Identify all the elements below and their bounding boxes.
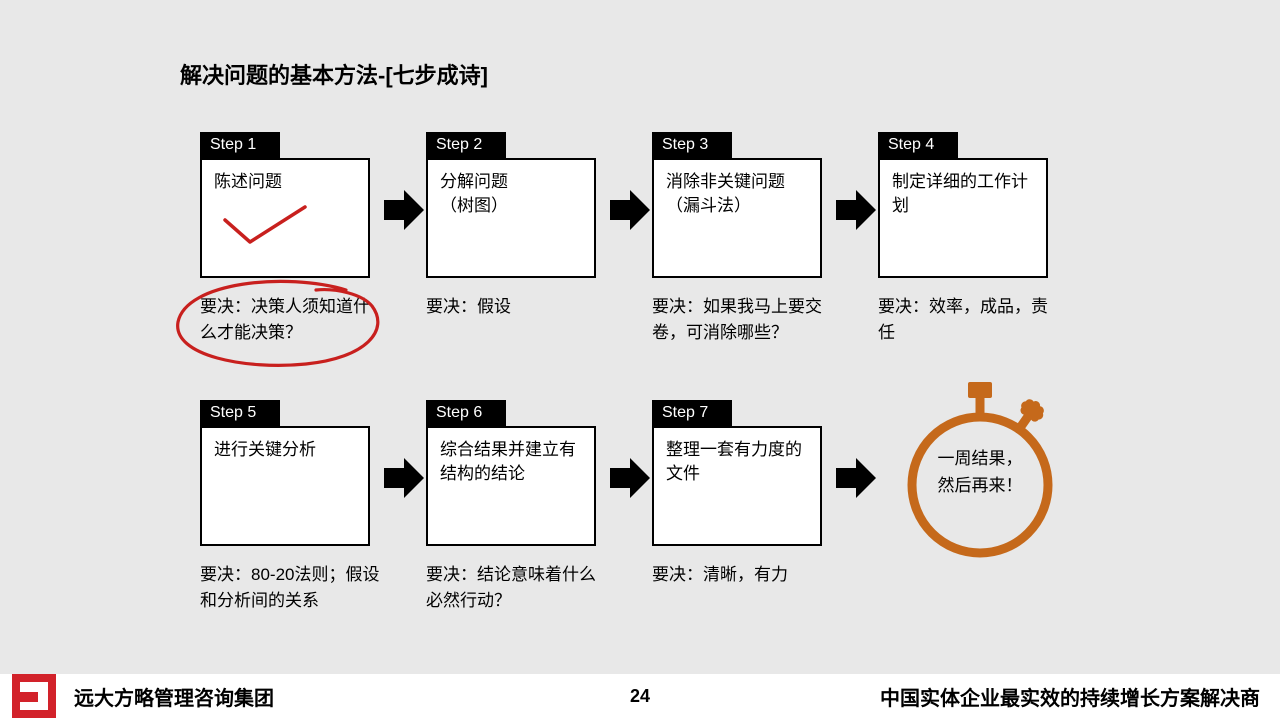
step-body: 陈述问题 [214, 172, 282, 191]
step-box: 进行关键分析 [200, 426, 370, 546]
step-body: 综合结果并建立有结构的结论 [440, 440, 576, 483]
step-box: 分解问题 （树图） [426, 158, 596, 278]
step-1: Step 1 陈述问题 要决：决策人须知道什么才能决策？ [200, 132, 370, 345]
row-1: Step 1 陈述问题 要决：决策人须知道什么才能决策？ Step 2 分解问题… [200, 132, 1104, 345]
step-box: 陈述问题 [200, 158, 370, 278]
stopwatch-icon: 一周结果， 然后再来！ [890, 360, 1070, 560]
step-5: Step 5 进行关键分析 要决：80-20法则；假设和分析间的关系 [200, 400, 370, 613]
step-note: 要决：结论意味着什么必然行动？ [426, 562, 606, 613]
step-box: 制定详细的工作计划 [878, 158, 1048, 278]
step-note: 要决：如果我马上要交卷，可消除哪些？ [652, 294, 832, 345]
step-header: Step 6 [426, 400, 506, 426]
step-body: 整理一套有力度的文件 [666, 440, 802, 483]
step-header: Step 3 [652, 132, 732, 158]
step-6: Step 6 综合结果并建立有结构的结论 要决：结论意味着什么必然行动？ [426, 400, 596, 613]
step-body: 制定详细的工作计划 [892, 172, 1028, 215]
step-body: 分解问题 （树图） [440, 172, 508, 215]
arrow-icon [610, 458, 650, 498]
arrow-icon [384, 458, 424, 498]
step-box: 整理一套有力度的文件 [652, 426, 822, 546]
step-3: Step 3 消除非关键问题（漏斗法） 要决：如果我马上要交卷，可消除哪些？ [652, 132, 822, 345]
row-2: Step 5 进行关键分析 要决：80-20法则；假设和分析间的关系 Step … [200, 400, 878, 613]
slide: 解决问题的基本方法-[七步成诗] Step 1 陈述问题 要决：决策人须知道什么… [0, 0, 1280, 718]
step-note: 要决：清晰，有力 [652, 562, 832, 588]
stopwatch-line1: 一周结果， [938, 449, 1023, 468]
step-header: Step 5 [200, 400, 280, 426]
footer-left: 远大方略管理咨询集团 [74, 682, 274, 711]
footer-right: 中国实体企业最实效的持续增长方案解决商 [880, 682, 1260, 711]
step-header: Step 2 [426, 132, 506, 158]
step-7: Step 7 整理一套有力度的文件 要决：清晰，有力 [652, 400, 822, 588]
step-note: 要决：假设 [426, 294, 606, 320]
step-header: Step 1 [200, 132, 280, 158]
arrow-icon [836, 458, 876, 498]
slide-title: 解决问题的基本方法-[七步成诗] [180, 58, 488, 90]
logo-icon [12, 674, 56, 718]
step-box: 消除非关键问题（漏斗法） [652, 158, 822, 278]
step-2: Step 2 分解问题 （树图） 要决：假设 [426, 132, 596, 320]
step-4: Step 4 制定详细的工作计划 要决：效率，成品，责任 [878, 132, 1048, 345]
step-note: 要决：决策人须知道什么才能决策？ [200, 294, 380, 345]
step-note: 要决：效率，成品，责任 [878, 294, 1058, 345]
step-body: 消除非关键问题（漏斗法） [666, 172, 785, 215]
step-note: 要决：80-20法则；假设和分析间的关系 [200, 562, 380, 613]
step-box: 综合结果并建立有结构的结论 [426, 426, 596, 546]
stopwatch-line2: 然后再来！ [938, 476, 1023, 495]
footer-page: 24 [630, 686, 650, 707]
arrow-icon [836, 190, 876, 230]
stopwatch-text: 一周结果， 然后再来！ [920, 445, 1040, 499]
checkmark-icon [220, 202, 310, 252]
footer: 远大方略管理咨询集团 24 中国实体企业最实效的持续增长方案解决商 [0, 674, 1280, 718]
step-body: 进行关键分析 [214, 440, 316, 459]
arrow-icon [610, 190, 650, 230]
arrow-icon [384, 190, 424, 230]
step-header: Step 4 [878, 132, 958, 158]
step-header: Step 7 [652, 400, 732, 426]
